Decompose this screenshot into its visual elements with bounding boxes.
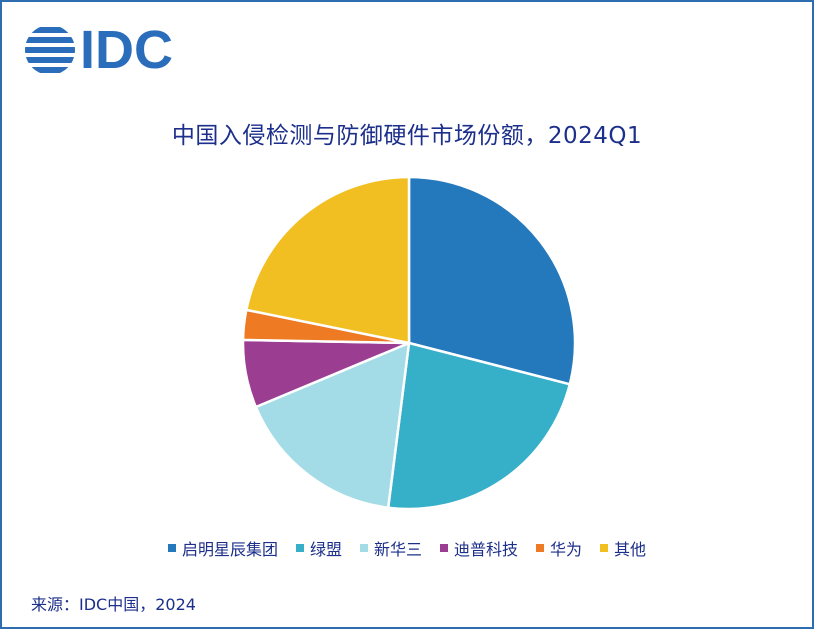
source-note: 来源：IDC中国，2024: [31, 595, 196, 614]
legend-swatch: [440, 544, 448, 552]
pie-slice-6: [245, 175, 411, 345]
legend-item: 华为: [536, 536, 582, 560]
legend-swatch: [295, 544, 304, 552]
legend-item: 迪普科技: [440, 536, 518, 560]
legend-swatch: [600, 544, 609, 552]
globe-logo-icon: [25, 27, 75, 73]
legend-item: 新华三: [359, 536, 422, 560]
legend-label: 绿盟: [309, 540, 342, 559]
logo-text: IDC: [80, 20, 173, 80]
legend-item: 其他: [600, 536, 646, 560]
legend-swatch: [359, 544, 368, 552]
legend-label: 其他: [614, 540, 647, 559]
legend-item: 启明星辰集团: [167, 536, 278, 560]
legend-label: 华为: [550, 540, 583, 559]
idc-logo: IDC: [24, 20, 173, 80]
legend-swatch: [536, 544, 545, 552]
legend-label: 迪普科技: [454, 540, 519, 559]
legend-swatch: [167, 544, 176, 552]
legend-label: 启明星辰集团: [181, 540, 278, 559]
pie-slice-3: [254, 341, 411, 509]
legend-label: 新华三: [373, 540, 422, 559]
pie-slice-2: [386, 341, 572, 511]
chart-legend: 启明星辰集团 绿盟 新华三 迪普科技 华为 其他: [2, 536, 812, 560]
legend-item: 绿盟: [295, 536, 342, 560]
pie-slice-1: [407, 175, 577, 386]
chart-title: 中国入侵检测与防御硬件市场份额，2024Q1: [171, 123, 643, 149]
